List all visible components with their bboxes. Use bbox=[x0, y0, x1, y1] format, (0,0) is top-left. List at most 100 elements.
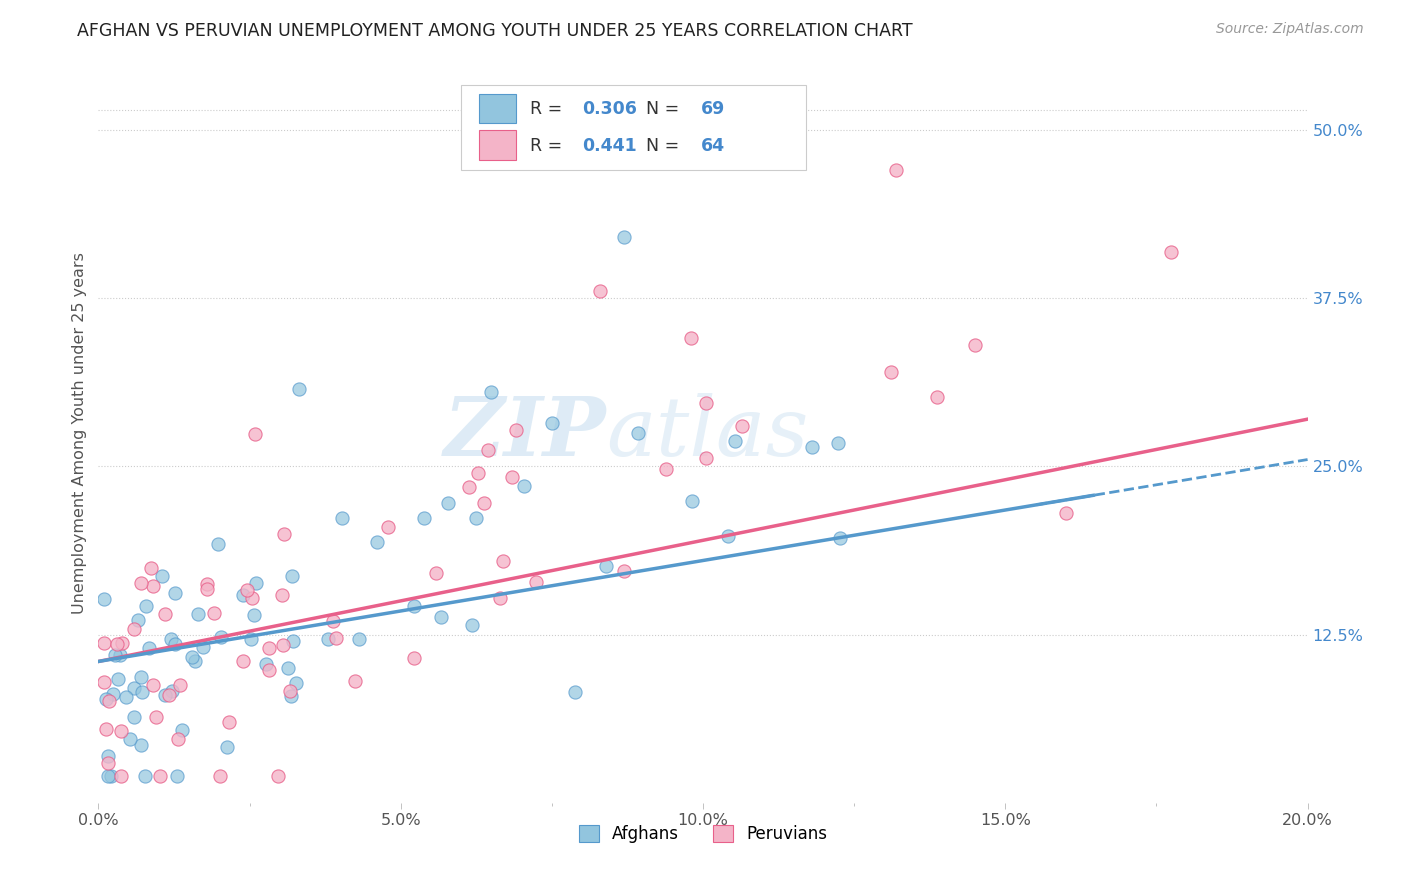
Point bbox=[93, 674, 115, 689]
Point bbox=[465, 511, 488, 525]
Point bbox=[207, 537, 229, 551]
Point bbox=[93, 591, 115, 606]
Point bbox=[404, 599, 426, 614]
Point bbox=[325, 631, 347, 645]
Text: N =: N = bbox=[647, 136, 685, 155]
Point bbox=[149, 769, 172, 783]
Point bbox=[343, 673, 366, 688]
Point bbox=[160, 632, 183, 646]
Point bbox=[124, 681, 146, 695]
Point bbox=[169, 678, 191, 692]
Point bbox=[412, 511, 434, 525]
Point bbox=[281, 634, 304, 648]
Text: 69: 69 bbox=[700, 100, 725, 118]
Point bbox=[472, 496, 495, 510]
Point bbox=[430, 609, 453, 624]
Point bbox=[142, 678, 165, 692]
Point bbox=[481, 385, 503, 400]
Text: R =: R = bbox=[530, 100, 568, 118]
Point bbox=[145, 710, 167, 724]
Point bbox=[270, 588, 292, 602]
Point bbox=[347, 632, 370, 646]
Point bbox=[155, 688, 177, 702]
Point bbox=[110, 723, 132, 738]
Point bbox=[267, 769, 290, 783]
Point bbox=[589, 285, 612, 299]
Point bbox=[157, 688, 180, 702]
Point bbox=[287, 382, 309, 396]
Point bbox=[243, 427, 266, 442]
Point bbox=[104, 648, 127, 662]
Point bbox=[437, 496, 460, 510]
Point bbox=[131, 684, 153, 698]
Point bbox=[730, 418, 752, 433]
Point bbox=[254, 657, 277, 672]
Point bbox=[93, 636, 115, 650]
Point bbox=[166, 769, 188, 783]
Point bbox=[259, 663, 281, 677]
Point bbox=[120, 732, 142, 747]
Point bbox=[695, 396, 717, 410]
Point bbox=[155, 607, 177, 621]
Point bbox=[134, 769, 156, 783]
Point bbox=[217, 740, 239, 755]
Point bbox=[1160, 245, 1182, 260]
Point bbox=[191, 640, 214, 654]
Point bbox=[242, 608, 264, 623]
Point bbox=[827, 436, 849, 450]
Point bbox=[717, 529, 740, 543]
Point bbox=[461, 617, 484, 632]
Point bbox=[513, 479, 536, 493]
Point bbox=[880, 365, 903, 379]
Point bbox=[524, 574, 547, 589]
Point bbox=[488, 591, 510, 605]
Point bbox=[97, 756, 120, 771]
Point bbox=[402, 651, 425, 665]
Point bbox=[366, 535, 388, 549]
Y-axis label: Unemployment Among Youth under 25 years: Unemployment Among Youth under 25 years bbox=[72, 252, 87, 614]
Point bbox=[122, 622, 145, 636]
FancyBboxPatch shape bbox=[479, 130, 516, 160]
Point bbox=[800, 440, 823, 454]
Legend: Afghans, Peruvians: Afghans, Peruvians bbox=[572, 819, 834, 850]
Point bbox=[129, 575, 152, 590]
Point bbox=[492, 554, 515, 568]
Point bbox=[97, 769, 120, 783]
FancyBboxPatch shape bbox=[479, 94, 516, 123]
Point bbox=[160, 684, 183, 698]
Point bbox=[886, 163, 908, 178]
Point bbox=[115, 690, 138, 705]
Point bbox=[724, 434, 747, 449]
Point bbox=[828, 531, 851, 545]
Point bbox=[135, 599, 157, 614]
Point bbox=[94, 692, 117, 706]
Point bbox=[501, 470, 523, 484]
Text: 0.441: 0.441 bbox=[582, 136, 637, 155]
Point bbox=[316, 632, 339, 647]
Point bbox=[245, 576, 267, 591]
Point bbox=[236, 582, 259, 597]
Point bbox=[94, 722, 117, 736]
Point bbox=[129, 670, 152, 684]
Point bbox=[505, 423, 527, 437]
Text: atlas: atlas bbox=[606, 392, 808, 473]
Point bbox=[271, 638, 294, 652]
Point bbox=[257, 641, 280, 656]
Point bbox=[195, 576, 218, 591]
Text: 0.306: 0.306 bbox=[582, 100, 637, 118]
Text: R =: R = bbox=[530, 136, 568, 155]
Point bbox=[278, 683, 301, 698]
FancyBboxPatch shape bbox=[461, 85, 806, 169]
Point bbox=[184, 654, 207, 668]
Point bbox=[105, 637, 128, 651]
Point bbox=[425, 566, 447, 580]
Point bbox=[1054, 507, 1077, 521]
Text: 64: 64 bbox=[700, 136, 724, 155]
Point bbox=[240, 632, 263, 646]
Point bbox=[129, 738, 152, 752]
Point bbox=[101, 687, 124, 701]
Point bbox=[655, 462, 678, 476]
Point bbox=[209, 630, 232, 644]
Point bbox=[150, 569, 173, 583]
Point bbox=[285, 676, 308, 690]
